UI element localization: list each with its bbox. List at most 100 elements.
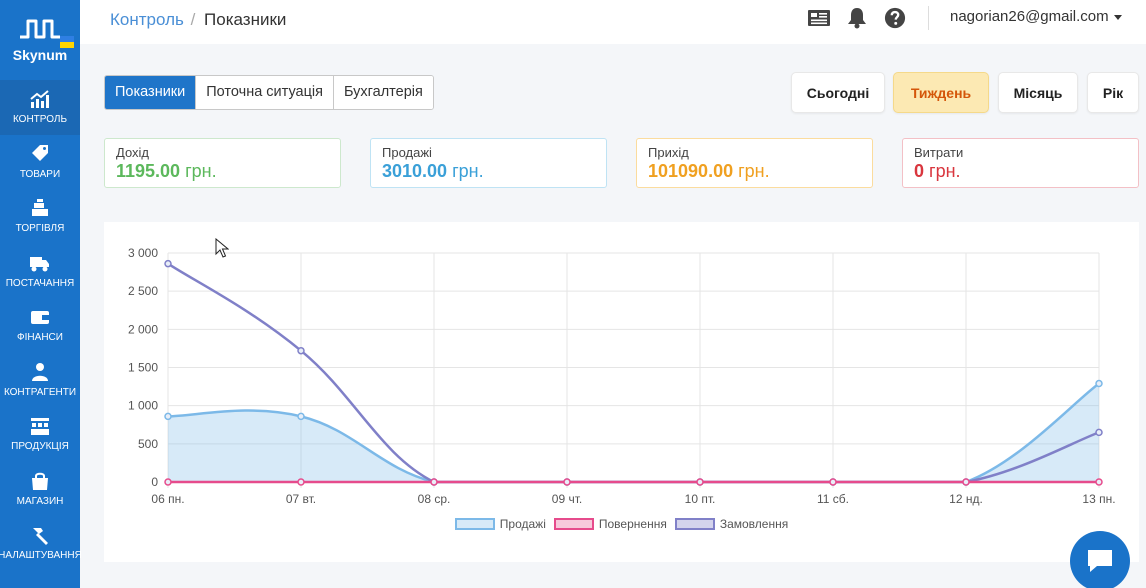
data-point bbox=[430, 478, 438, 486]
header: Контроль / Показники nagorian26@gmail.co… bbox=[80, 0, 1146, 44]
y-tick-label: 1 500 bbox=[128, 361, 158, 375]
y-tick-label: 1 000 bbox=[128, 399, 158, 413]
x-tick-label: 11 сб. bbox=[817, 492, 849, 506]
period-button-1[interactable]: Тиждень bbox=[893, 72, 989, 113]
chart-panel: 0 500 1 000 1 500 2 000 2 500 3 000 06 пн. 07 вт… bbox=[104, 222, 1139, 562]
stat-card: Продажі 3010.00 грн. bbox=[370, 138, 607, 188]
legend-item[interactable]: Продажі bbox=[454, 517, 546, 531]
stat-card-label: Продажі bbox=[382, 145, 432, 160]
stat-value-number: 1195.00 bbox=[116, 161, 181, 181]
data-point bbox=[297, 346, 305, 355]
sidebar-item-label: Контрагенти bbox=[3, 386, 77, 398]
stat-card-value: 101090.00 грн. bbox=[648, 161, 861, 182]
tab-1[interactable]: Поточна ситуація bbox=[196, 76, 334, 109]
sidebar: Skynum Контроль Товари Торгівля Постачання Ф… bbox=[0, 0, 82, 588]
legend-swatch bbox=[553, 518, 594, 530]
legend-swatch bbox=[674, 518, 715, 530]
sidebar-item-label: Товари bbox=[19, 168, 61, 180]
data-point bbox=[297, 412, 305, 421]
stat-card-value: 3010.00 грн. bbox=[382, 161, 595, 182]
stat-value-number: 0 bbox=[914, 161, 925, 181]
sidebar-item-contractors[interactable]: Контрагенти bbox=[0, 353, 80, 408]
data-point bbox=[563, 478, 571, 486]
tab-2[interactable]: Бухгалтерія bbox=[333, 76, 433, 109]
bell-icon[interactable] bbox=[845, 7, 869, 29]
stat-value-unit: грн. bbox=[452, 161, 484, 181]
tabs: Показники Поточна ситуація Бухгалтерія bbox=[104, 75, 434, 110]
sidebar-item-settings[interactable]: Налаштування bbox=[0, 516, 82, 571]
header-icons bbox=[807, 7, 907, 29]
header-divider bbox=[928, 6, 929, 30]
data-point bbox=[696, 478, 704, 486]
legend-swatch bbox=[454, 518, 495, 530]
breadcrumb: Контроль / Показники bbox=[110, 10, 286, 30]
x-tick-label: 13 пн. bbox=[1082, 492, 1115, 506]
hammer-icon bbox=[33, 528, 48, 546]
mouse-cursor-icon bbox=[215, 238, 229, 258]
data-point bbox=[1095, 428, 1103, 437]
data-point bbox=[297, 478, 305, 486]
stat-card: Дохід 1195.00 грн. bbox=[104, 138, 341, 188]
person-icon bbox=[32, 362, 48, 381]
ukraine-flag-icon bbox=[60, 36, 74, 48]
stat-card: Прихід 101090.00 грн. bbox=[636, 138, 873, 188]
breadcrumb-separator: / bbox=[190, 10, 196, 29]
stat-card-value: 1195.00 грн. bbox=[116, 161, 329, 182]
y-tick-label: 0 bbox=[151, 475, 158, 489]
sidebar-item-finance[interactable]: Фінанси bbox=[0, 298, 80, 353]
wallet-icon bbox=[31, 311, 49, 325]
legend-label: Замовлення bbox=[719, 517, 789, 531]
logo-text: Skynum bbox=[12, 47, 68, 63]
user-menu[interactable]: nagorian26@gmail.com bbox=[950, 8, 1122, 25]
stat-value-number: 101090.00 bbox=[648, 161, 734, 181]
sidebar-item-label: Налаштування bbox=[0, 550, 82, 562]
logo[interactable]: Skynum bbox=[0, 0, 80, 80]
data-point bbox=[164, 259, 172, 268]
x-tick-label: 07 вт. bbox=[286, 492, 316, 506]
sidebar-item-label: Контроль bbox=[12, 114, 68, 126]
x-tick-label: 09 чт. bbox=[552, 492, 582, 506]
y-tick-label: 500 bbox=[138, 437, 158, 451]
data-point bbox=[1095, 478, 1103, 486]
stat-value-unit: грн. bbox=[185, 161, 217, 181]
chart-up-icon bbox=[30, 90, 49, 109]
sidebar-item-goods[interactable]: Товари bbox=[0, 135, 80, 190]
shopping-bag-icon bbox=[32, 472, 48, 490]
x-tick-label: 12 нд. bbox=[949, 492, 983, 506]
data-point bbox=[164, 412, 172, 421]
chat-button[interactable] bbox=[1070, 531, 1130, 588]
sidebar-item-label: Торгівля bbox=[15, 223, 65, 235]
x-tick-label: 06 пн. bbox=[151, 492, 184, 506]
sidebar-item-control[interactable]: Контроль bbox=[0, 80, 80, 135]
stat-card-label: Прихід bbox=[648, 145, 689, 160]
y-tick-label: 3 000 bbox=[128, 246, 158, 260]
stat-value-unit: грн. bbox=[738, 161, 770, 181]
news-icon[interactable] bbox=[807, 7, 831, 29]
help-icon[interactable] bbox=[883, 7, 907, 29]
truck-icon bbox=[30, 256, 49, 272]
chat-icon bbox=[1088, 550, 1112, 572]
sidebar-item-label: Фінанси bbox=[17, 332, 63, 344]
data-point bbox=[1095, 379, 1103, 388]
period-button-3[interactable]: Рік bbox=[1087, 72, 1139, 113]
breadcrumb-current: Показники bbox=[204, 10, 287, 29]
sidebar-item-trade[interactable]: Торгівля bbox=[0, 189, 80, 244]
period-button-2[interactable]: Місяць bbox=[998, 72, 1078, 113]
breadcrumb-parent-link[interactable]: Контроль bbox=[110, 10, 184, 29]
legend-item[interactable]: Повернення bbox=[553, 517, 667, 531]
sidebar-item-production[interactable]: Продукція bbox=[0, 407, 80, 462]
stat-value-unit: грн. bbox=[929, 161, 961, 181]
tab-0[interactable]: Показники bbox=[105, 76, 197, 109]
caret-down-icon bbox=[1113, 14, 1122, 20]
sidebar-item-label: Магазин bbox=[16, 495, 64, 507]
y-tick-label: 2 000 bbox=[128, 322, 158, 336]
sidebar-item-shop[interactable]: Магазин bbox=[0, 462, 80, 517]
sidebar-item-supply[interactable]: Постачання bbox=[0, 244, 80, 299]
period-button-0[interactable]: Сьогодні bbox=[791, 72, 885, 113]
legend-item[interactable]: Замовлення bbox=[674, 517, 789, 531]
chart-legend: Продажі Повернення Замовлення bbox=[104, 517, 1139, 531]
chart: 0 500 1 000 1 500 2 000 2 500 3 000 06 пн. 07 вт… bbox=[128, 246, 1116, 506]
data-point bbox=[829, 478, 837, 486]
x-tick-label: 08 ср. bbox=[418, 492, 451, 506]
stat-card-label: Дохід bbox=[116, 145, 150, 160]
